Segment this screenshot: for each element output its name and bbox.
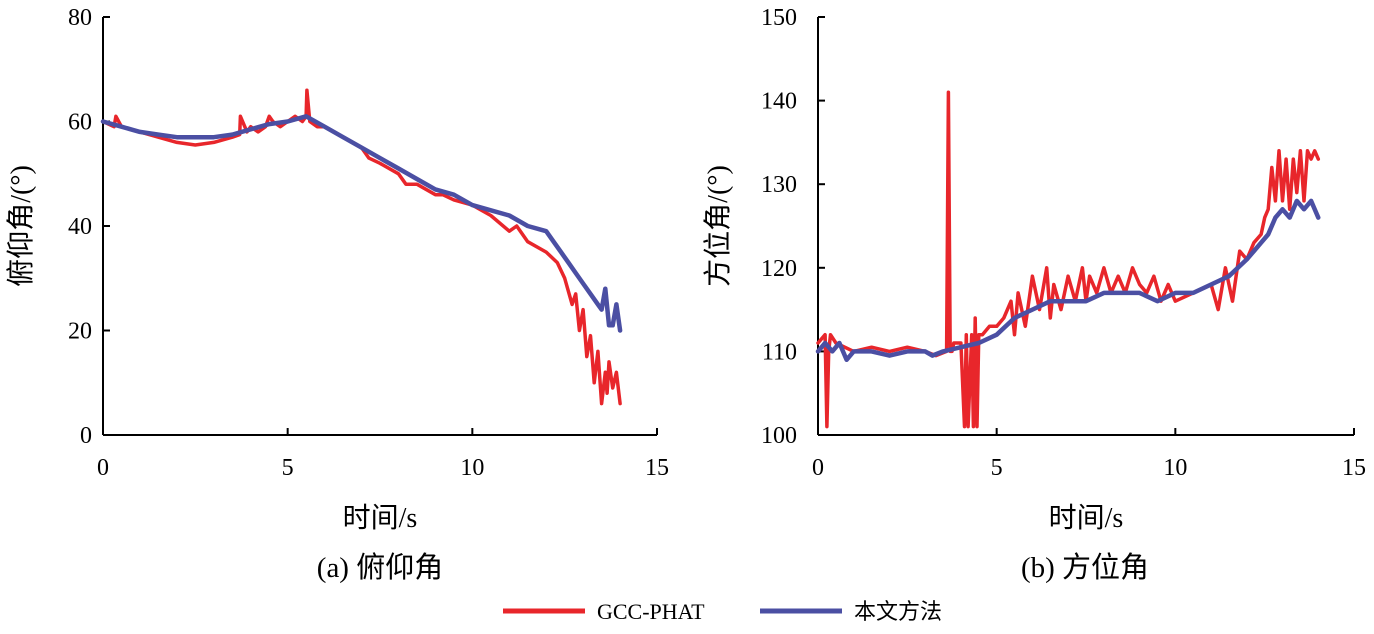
y-tick-label: 110 (762, 339, 797, 365)
series-proposed-b (815, 198, 1321, 363)
x-tick-label: 15 (1342, 455, 1366, 481)
x-axis-label-b: 时间/s (1049, 502, 1124, 534)
legend: GCC-PHAT 本文方法 (503, 599, 942, 624)
caption-b: (b) 方位角 (1021, 551, 1149, 584)
y-tick-label: 60 (68, 110, 92, 136)
y-tick-label: 140 (761, 89, 797, 115)
x-tick-label: 5 (991, 455, 1003, 481)
legend-label-proposed: 本文方法 (854, 599, 942, 624)
x-axis-label-a: 时间/s (343, 502, 418, 534)
x-tick-label: 10 (1163, 455, 1187, 481)
legend-label-gcc-phat: GCC-PHAT (597, 599, 705, 624)
series-proposed-a (100, 114, 623, 333)
y-axis-label-b: 方位角/(°) (702, 165, 734, 287)
x-tick-label: 0 (97, 455, 109, 481)
y-axis-label-a: 俯仰角/(°) (5, 165, 37, 287)
y-tick-label: 120 (761, 256, 797, 282)
y-tick-label: 100 (761, 423, 797, 449)
x-tick-label: 10 (460, 455, 484, 481)
y-tick-label: 80 (68, 5, 92, 31)
caption-a: (a) 俯仰角 (317, 551, 443, 584)
panel-b-azimuth: 100 110 120 130 140 150 0 5 10 15 时间/s 方位角/(°) (702, 5, 1366, 534)
y-tick-label: 20 (68, 319, 92, 345)
y-tick-label: 0 (80, 423, 92, 449)
x-tick-label: 0 (812, 455, 824, 481)
y-tick-label: 150 (761, 5, 797, 31)
y-tick-label: 130 (761, 172, 797, 198)
panel-a-elevation: 0 20 40 60 80 0 5 10 15 时间/s 俯仰角/(°) (5, 5, 669, 534)
series-gcc-phat-b (816, 90, 1321, 429)
y-tick-label: 40 (68, 214, 92, 240)
x-tick-label: 15 (645, 455, 669, 481)
x-tick-label: 5 (282, 455, 294, 481)
